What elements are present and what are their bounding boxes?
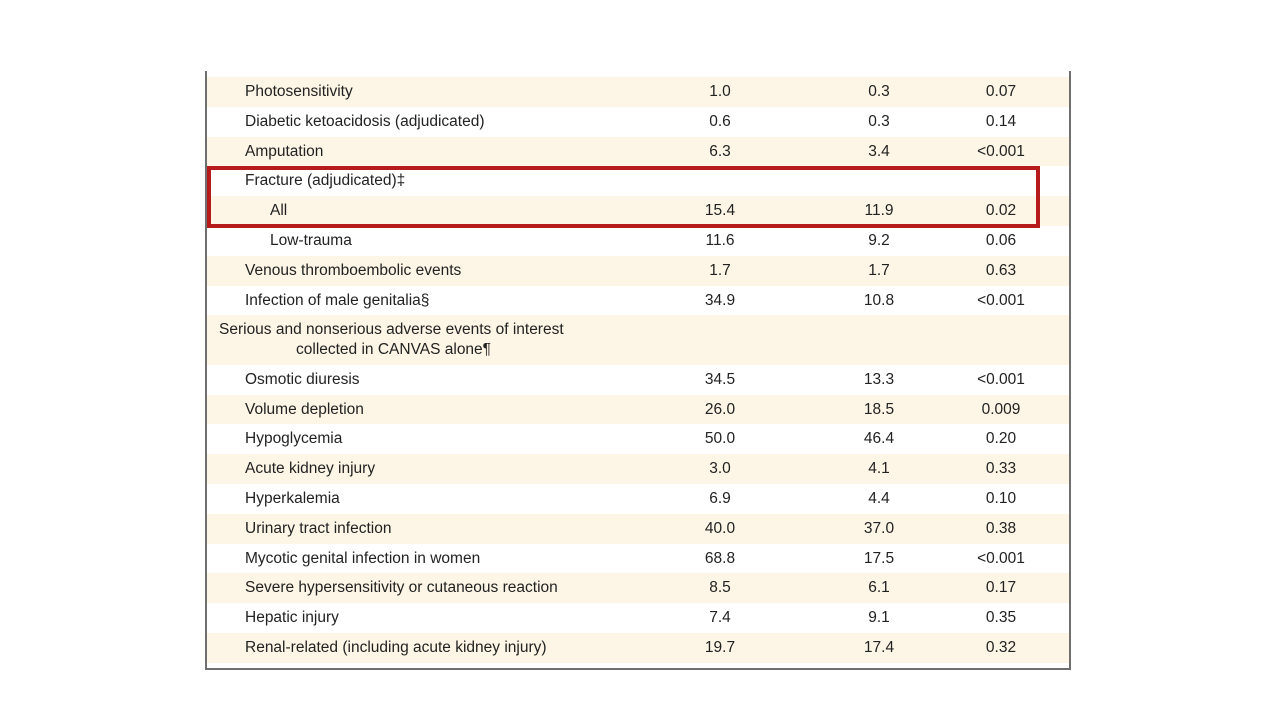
value-col-1: 0.6: [709, 112, 731, 130]
value-col-2: 17.5: [863, 549, 895, 567]
value-col-2: 4.4: [868, 490, 890, 508]
p-value: 0.14: [985, 112, 1017, 130]
table-row: Venous thromboembolic events 1.7 1.7 0.63: [207, 255, 1069, 286]
p-value: 0.17: [985, 579, 1017, 597]
value-col-1: 8.5: [709, 579, 731, 597]
p-value: <0.001: [977, 291, 1025, 309]
table-row: Diabetic ketoacidosis (adjudicated) 0.6 0.…: [207, 107, 1069, 137]
row-label: Diabetic ketoacidosis (adjudicated): [245, 112, 485, 130]
value-col-2: 46.4: [863, 430, 895, 448]
p-value: 0.38: [985, 519, 1017, 537]
row-label: Urinary tract infection: [245, 519, 392, 537]
row-label: Amputation: [245, 142, 324, 160]
value-col-2: 6.1: [868, 579, 890, 597]
value-col-2: 11.9: [864, 202, 894, 220]
table-row: Infection of male genitalia§ 34.9 10.8 <0.0…: [207, 286, 1069, 316]
row-label: Acute kidney injury: [245, 460, 376, 478]
adverse-events-table: Photosensitivity 1.0 0.3 0.07 Diabetic ketoa…: [205, 71, 1071, 670]
value-col-1: 40.0: [704, 519, 736, 537]
p-value: 0.07: [985, 83, 1017, 100]
table-row: Photosensitivity 1.0 0.3 0.07: [207, 77, 1069, 107]
table-row: Urinary tract infection 40.0 37.0 0.38: [207, 513, 1069, 544]
table-row: Hepatic injury 7.4 9.1 0.35: [207, 603, 1069, 633]
table-row: Osmotic diuresis 34.5 13.3 <0.001: [207, 365, 1069, 395]
row-label: Mycotic genital infection in women: [245, 549, 481, 567]
p-value: <0.001: [977, 370, 1025, 388]
table-row: Fracture (adjudicated)‡: [207, 166, 1069, 196]
p-value: 0.06: [985, 231, 1017, 249]
value-col-1: 15.4: [704, 202, 736, 220]
row-label-line1: Serious and nonserious adverse events of…: [219, 321, 564, 339]
value-col-1: 34.5: [704, 370, 736, 388]
row-label-line2: collected in CANVAS alone¶: [296, 341, 491, 359]
value-col-1: 68.8: [704, 549, 736, 567]
table-body: Photosensitivity 1.0 0.3 0.07 Diabetic ketoa…: [207, 77, 1069, 663]
row-label: Osmotic diuresis: [245, 370, 360, 388]
value-col-2: 17.4: [863, 639, 895, 657]
row-label: Infection of male genitalia§: [245, 291, 430, 309]
row-label: All: [270, 202, 288, 220]
p-value: <0.001: [977, 549, 1025, 567]
value-col-2: 4.1: [868, 460, 890, 478]
p-value: 0.32: [985, 639, 1017, 657]
value-col-1: 19.7: [704, 639, 736, 657]
table-row: All 15.4 11.9 0.02: [207, 196, 1069, 226]
value-col-2: 18.5: [863, 400, 895, 418]
table-row: Volume depletion 26.0 18.5 0.009: [207, 394, 1069, 425]
table-row: Low-trauma 11.6 9.2 0.06: [207, 226, 1069, 256]
value-col-2: 0.3: [868, 83, 890, 100]
table-row: Amputation 6.3 3.4 <0.001: [207, 136, 1069, 167]
section-header-label: Serious and nonserious adverse events of…: [219, 320, 564, 360]
table-row: Mycotic genital infection in women 68.8 17…: [207, 544, 1069, 574]
p-value: 0.20: [985, 430, 1017, 448]
value-col-1: 3.0: [709, 460, 731, 478]
row-label: Severe hypersensitivity or cutaneous rea…: [245, 579, 558, 597]
value-col-1: 6.9: [709, 490, 731, 508]
table-row: Hyperkalemia 6.9 4.4 0.10: [207, 484, 1069, 514]
table-row: Hypoglycemia 50.0 46.4 0.20: [207, 424, 1069, 454]
p-value: 0.63: [985, 261, 1017, 279]
value-col-1: 1.0: [709, 83, 731, 100]
table-row: Acute kidney injury 3.0 4.1 0.33: [207, 454, 1069, 485]
p-value: 0.10: [985, 490, 1017, 508]
row-label: Hypoglycemia: [245, 430, 343, 448]
row-label: Volume depletion: [245, 400, 364, 418]
value-col-1: 1.7: [709, 261, 731, 279]
p-value: 0.009: [981, 400, 1021, 418]
value-col-1: 26.0: [704, 400, 736, 418]
value-col-2: 3.4: [868, 142, 890, 160]
row-label: Hyperkalemia: [245, 490, 340, 508]
p-value: 0.35: [985, 609, 1017, 627]
row-label: Hepatic injury: [245, 609, 339, 627]
p-value: <0.001: [977, 142, 1025, 160]
table-row: Serious and nonserious adverse events of…: [207, 315, 1069, 365]
p-value: 0.02: [985, 202, 1017, 220]
value-col-2: 0.3: [868, 112, 890, 130]
p-value: 0.33: [985, 460, 1017, 478]
value-col-2: 9.1: [868, 609, 890, 627]
value-col-2: 37.0: [863, 519, 895, 537]
value-col-2: 1.7: [868, 261, 890, 279]
row-label: Photosensitivity: [245, 83, 353, 100]
table-row: Severe hypersensitivity or cutaneous rea…: [207, 573, 1069, 604]
value-col-1: 11.6: [705, 231, 735, 249]
value-col-2: 13.3: [863, 370, 895, 388]
row-label: Fracture (adjudicated)‡: [245, 172, 406, 190]
row-label: Low-trauma: [270, 231, 352, 249]
value-col-2: 9.2: [868, 231, 890, 249]
value-col-1: 7.4: [709, 609, 731, 627]
table-row: Renal-related (including acute kidney in…: [207, 633, 1069, 663]
value-col-1: 34.9: [704, 291, 736, 309]
row-label: Renal-related (including acute kidney in…: [245, 639, 547, 657]
row-label: Venous thromboembolic events: [245, 261, 462, 279]
value-col-1: 6.3: [709, 142, 731, 160]
value-col-1: 50.0: [704, 430, 736, 448]
value-col-2: 10.8: [863, 291, 895, 309]
